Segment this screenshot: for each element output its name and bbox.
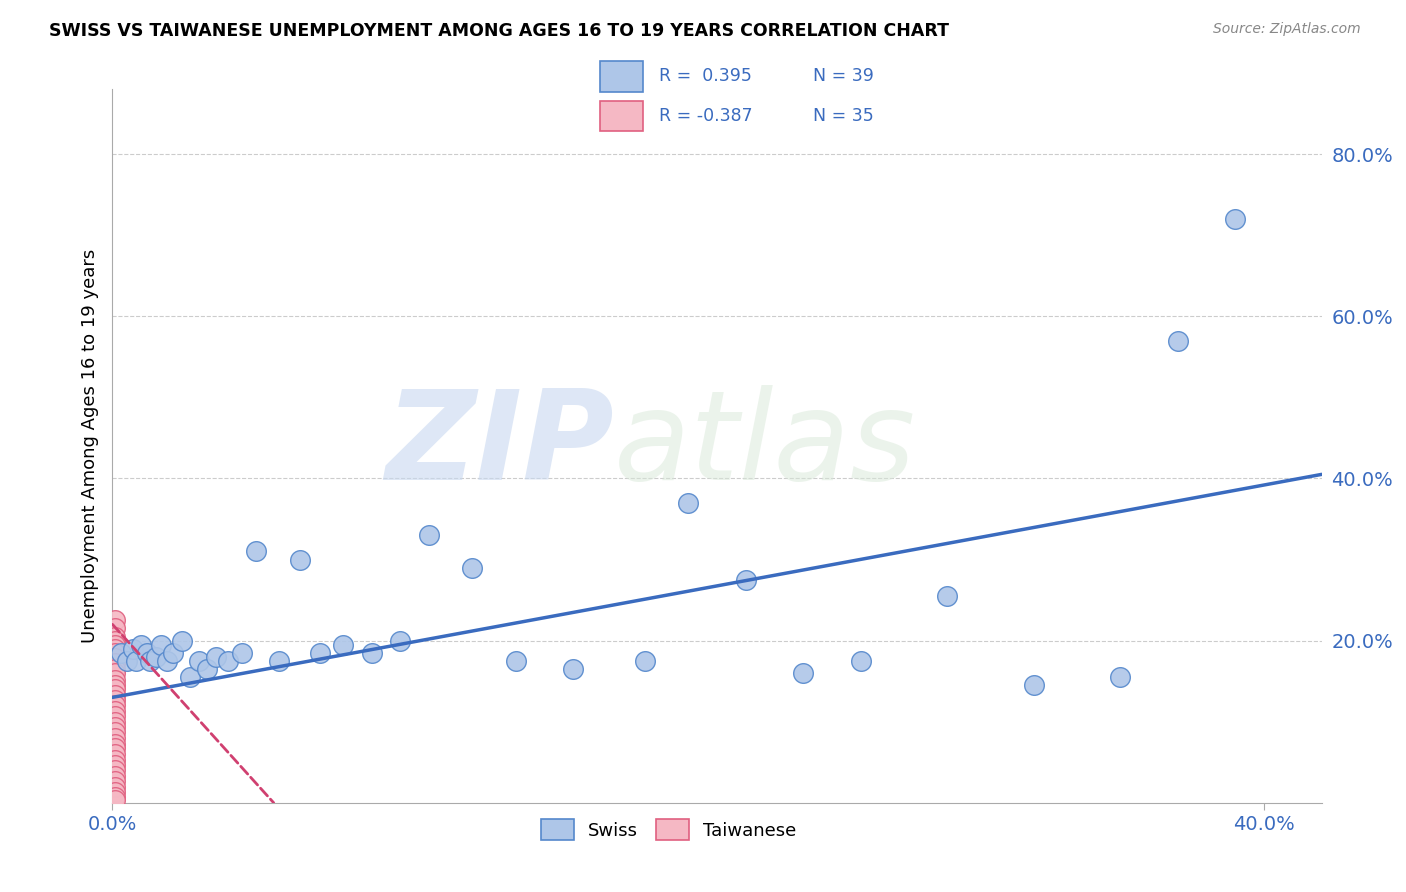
Point: [332, 638, 354, 652]
Point: [104, 725, 127, 739]
Point: [104, 662, 127, 676]
Point: [104, 682, 127, 697]
Legend: Swiss, Taiwanese: Swiss, Taiwanese: [534, 812, 803, 847]
Point: [104, 709, 127, 723]
Point: [104, 613, 127, 627]
Point: [231, 646, 253, 660]
Point: [162, 646, 184, 660]
Point: [104, 769, 127, 783]
Point: [104, 693, 127, 707]
Point: [104, 737, 127, 751]
Point: [1109, 670, 1132, 684]
Point: [104, 646, 127, 660]
Point: [104, 714, 127, 729]
Text: ZIP: ZIP: [385, 385, 614, 507]
Point: [1225, 211, 1247, 226]
Point: [104, 638, 127, 652]
Point: [179, 670, 201, 684]
Point: [104, 678, 127, 692]
Point: [104, 673, 127, 687]
FancyBboxPatch shape: [600, 62, 643, 92]
Point: [115, 654, 138, 668]
Point: [104, 698, 127, 713]
Point: [136, 646, 159, 660]
Point: [104, 747, 127, 761]
Point: [104, 753, 127, 767]
Point: [217, 654, 239, 668]
Point: [308, 646, 330, 660]
Point: [104, 651, 127, 665]
Point: [104, 764, 127, 778]
Point: [104, 741, 127, 756]
Point: [269, 654, 291, 668]
Point: [360, 646, 382, 660]
Text: SWISS VS TAIWANESE UNEMPLOYMENT AMONG AGES 16 TO 19 YEARS CORRELATION CHART: SWISS VS TAIWANESE UNEMPLOYMENT AMONG AG…: [49, 22, 949, 40]
Point: [734, 573, 756, 587]
Point: [124, 654, 146, 668]
Point: [139, 654, 162, 668]
Point: [1022, 678, 1045, 692]
Point: [418, 528, 440, 542]
Text: Source: ZipAtlas.com: Source: ZipAtlas.com: [1213, 22, 1361, 37]
Point: [104, 641, 127, 656]
Point: [936, 589, 959, 603]
Point: [792, 666, 814, 681]
Point: [104, 666, 127, 681]
Point: [104, 731, 127, 745]
Point: [288, 552, 311, 566]
Point: [156, 654, 179, 668]
Point: [205, 649, 228, 664]
Point: [678, 496, 700, 510]
Point: [389, 633, 412, 648]
Point: [104, 630, 127, 644]
Point: [129, 638, 152, 652]
Point: [104, 793, 127, 807]
Y-axis label: Unemployment Among Ages 16 to 19 years: Unemployment Among Ages 16 to 19 years: [80, 249, 98, 643]
FancyBboxPatch shape: [600, 101, 643, 131]
Point: [104, 773, 127, 788]
Text: N = 35: N = 35: [813, 107, 875, 125]
Point: [104, 780, 127, 794]
Point: [104, 633, 127, 648]
Point: [104, 785, 127, 799]
Point: [461, 560, 484, 574]
Point: [104, 720, 127, 734]
Point: [104, 688, 127, 702]
Point: [121, 641, 143, 656]
Point: [104, 704, 127, 718]
Point: [562, 662, 585, 676]
Text: R = -0.387: R = -0.387: [658, 107, 752, 125]
Point: [170, 633, 193, 648]
Text: atlas: atlas: [614, 385, 917, 507]
Point: [104, 657, 127, 671]
Point: [145, 649, 167, 664]
Point: [634, 654, 657, 668]
Point: [150, 638, 173, 652]
Point: [110, 646, 132, 660]
Point: [197, 662, 219, 676]
Point: [849, 654, 872, 668]
Point: [245, 544, 267, 558]
Point: [104, 622, 127, 636]
Point: [104, 790, 127, 805]
Text: N = 39: N = 39: [813, 68, 875, 86]
Point: [505, 654, 527, 668]
Point: [104, 757, 127, 772]
Text: R =  0.395: R = 0.395: [658, 68, 751, 86]
Point: [187, 654, 209, 668]
Point: [1167, 334, 1189, 348]
